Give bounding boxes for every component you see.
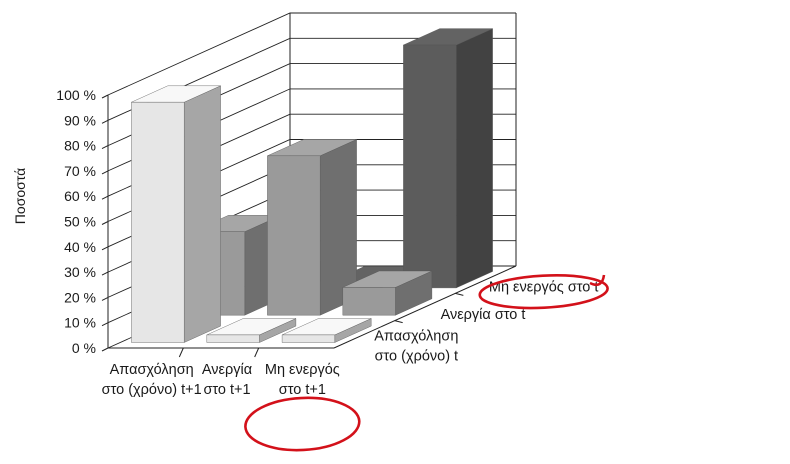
y-tick-mark: [101, 296, 109, 301]
category-label: Ανεργία: [202, 362, 252, 378]
bar-front-face: [131, 101, 185, 343]
y-tick-label: 70 %: [64, 163, 96, 179]
y-axis-ticks: 0 % 10 % 20 % 30 % 40 % 50 % 60 % 70 % 80 % 90 % 1…: [56, 87, 96, 356]
y-tick-mark: [101, 94, 109, 99]
y-tick-mark: [101, 119, 109, 124]
depth-tick-mark: [394, 320, 403, 324]
bar: [342, 270, 433, 316]
bar: [206, 318, 297, 343]
category-label: στο t+1: [203, 382, 250, 398]
category-label: στο t+1: [279, 382, 326, 398]
annotation-stroke: [589, 274, 606, 287]
bar-front-face: [403, 44, 457, 289]
series-label: Μη ενεργός στο t: [489, 280, 599, 296]
y-tick-label: 30 %: [64, 264, 96, 280]
x-tick-mark: [254, 347, 260, 358]
y-tick-mark: [101, 322, 109, 327]
depth-tick-mark: [455, 292, 464, 296]
bar-front-face: [267, 155, 321, 316]
y-tick-mark: [101, 221, 109, 225]
bars: [131, 28, 493, 343]
bar-front-face: [281, 334, 335, 343]
y-tick-label: 80 %: [64, 138, 96, 154]
category-label: Απασχόληση: [110, 362, 194, 378]
y-axis-label: Ποσοστά: [12, 168, 28, 224]
series-label: στο (χρόνο) t: [375, 348, 459, 364]
y-tick-label: 90 %: [64, 112, 96, 128]
y-tick-label: 50 %: [64, 214, 96, 230]
y-tick-label: 0 %: [72, 340, 96, 356]
series-label: Ανεργία στο t: [441, 307, 526, 323]
annotations: [244, 274, 609, 452]
y-tick-label: 10 %: [64, 315, 96, 331]
annotation-circle-inactive-t: [478, 274, 609, 310]
y-tick-mark: [101, 195, 109, 200]
y-tick-mark: [101, 246, 109, 251]
bar: [281, 318, 372, 343]
series-label: Απασχόληση: [374, 328, 458, 344]
x-tick-mark: [178, 347, 184, 358]
bar-side-face: [456, 28, 493, 289]
bar-front-face: [206, 334, 260, 343]
y-tick-mark: [101, 145, 109, 150]
bar-front-face: [342, 287, 396, 316]
annotation-circle-inactive-t1: [244, 396, 361, 452]
y-tick-label: 100 %: [56, 87, 96, 103]
bar: [403, 28, 493, 289]
y-tick-label: 40 %: [64, 239, 96, 255]
y-tick-label: 20 %: [64, 289, 96, 305]
y-tick-mark: [101, 347, 109, 352]
category-label: στο (χρόνο) t+1: [102, 382, 202, 398]
bar-side-face: [183, 85, 221, 343]
category-label: Μη ενεργός: [265, 362, 340, 378]
y-tick-mark: [101, 271, 109, 276]
floor-edge: [333, 265, 517, 349]
bar: [131, 85, 221, 343]
y-tick-mark: [101, 170, 109, 175]
bar: [267, 139, 357, 316]
y-tick-label: 60 %: [64, 188, 96, 204]
series-labels: Μη ενεργός στο t Ανεργία στο t Απασχόληση σ…: [374, 280, 598, 365]
